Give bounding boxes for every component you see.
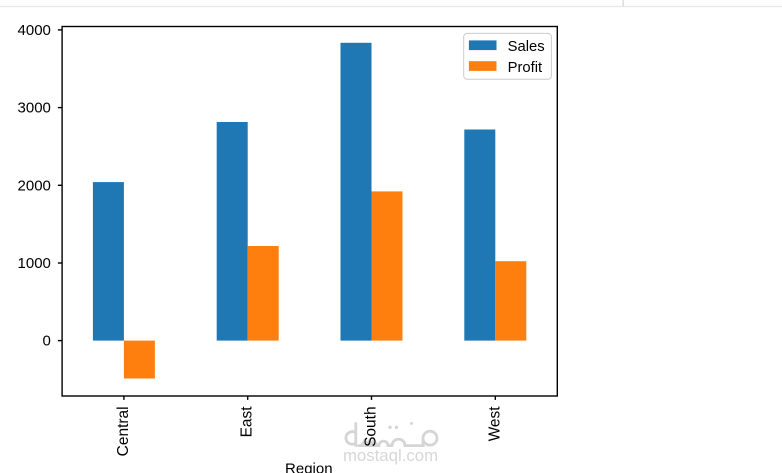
svg-text:4000: 4000 — [18, 22, 51, 39]
svg-text:Central: Central — [115, 406, 132, 456]
svg-text:2000: 2000 — [18, 177, 51, 194]
svg-text:3000: 3000 — [18, 100, 51, 117]
svg-text:mostaql.com: mostaql.com — [343, 446, 438, 465]
svg-text:1000: 1000 — [18, 255, 51, 272]
svg-text:East: East — [239, 406, 256, 438]
svg-text:0: 0 — [43, 333, 51, 350]
svg-text:South: South — [363, 406, 380, 447]
svg-text:Sales: Sales — [508, 39, 545, 55]
svg-text:West: West — [486, 406, 503, 442]
svg-text:Region: Region — [285, 460, 333, 473]
svg-text:Profit: Profit — [508, 60, 543, 76]
